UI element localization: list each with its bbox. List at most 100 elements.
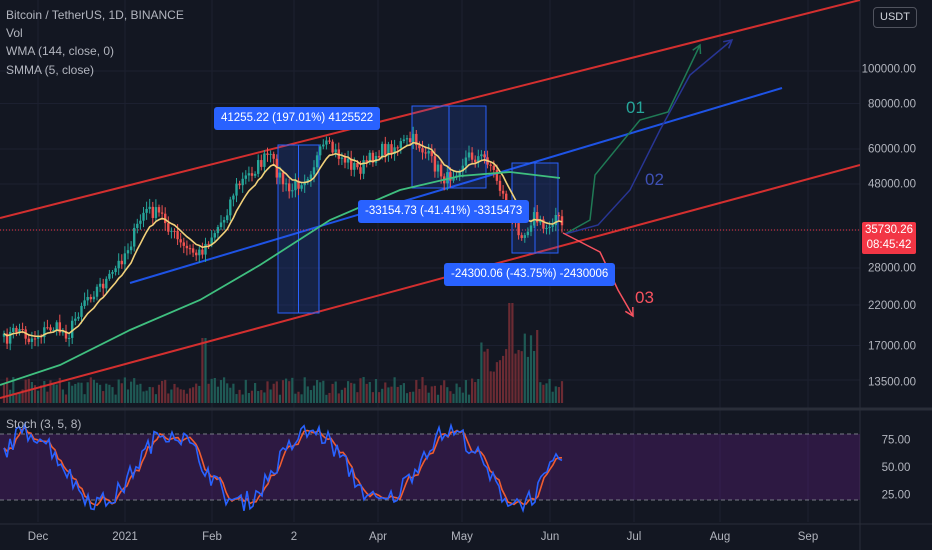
candle-body (151, 206, 154, 218)
volume-bar (33, 385, 37, 403)
smma-legend[interactable]: SMMA (5, close) (6, 63, 95, 77)
volume-bar (269, 389, 272, 403)
volume-bar (433, 385, 436, 403)
volume-bar (545, 383, 548, 403)
volume-bar (399, 385, 402, 403)
symbol-title[interactable]: Bitcoin / TetherUS, 1D, BINANCE (6, 8, 184, 22)
time-tick: Feb (202, 531, 222, 543)
candle-body (263, 153, 266, 167)
volume-bar (272, 383, 275, 403)
volume-bar (198, 385, 201, 403)
volume-bar (64, 394, 68, 403)
volume-bar (2, 384, 6, 403)
candle-body (182, 242, 185, 246)
time-axis[interactable]: Dec 2021 Feb 2 Apr May Jun Jul Aug Sep (28, 531, 818, 543)
volume-bar (99, 384, 102, 403)
candle-body (545, 227, 548, 229)
volume-bar (548, 378, 551, 403)
volume-bar (446, 387, 449, 403)
wave-02-arrow-head (723, 38, 734, 49)
candle-body (539, 219, 542, 223)
candle-body (126, 250, 130, 254)
candle-body (464, 157, 468, 166)
candle-body (439, 164, 443, 177)
candle-body (303, 182, 306, 186)
wma-legend[interactable]: WMA (144, close, 0) (6, 44, 115, 58)
volume-bar (319, 382, 322, 403)
volume-bar (536, 329, 539, 403)
candle-body (489, 164, 492, 166)
volume-bar (288, 381, 291, 403)
volume-legend[interactable]: Vol (6, 26, 23, 40)
candle-body (272, 153, 275, 159)
candle-body (229, 199, 232, 216)
wave-01-arrow (564, 44, 701, 235)
candle-body (142, 212, 145, 221)
volume-bar (86, 382, 89, 403)
candle-body (461, 165, 464, 172)
candle-body (154, 207, 158, 218)
volume-bar (182, 389, 185, 403)
volume-bar (384, 382, 387, 403)
candle-body (12, 327, 15, 332)
candle-body (353, 162, 356, 170)
currency-button[interactable]: USDT (873, 7, 917, 28)
volume-bar (263, 392, 266, 403)
volume-bar (229, 387, 232, 403)
candle-body (43, 327, 46, 338)
volume-bar (415, 379, 418, 403)
candle-body (319, 146, 322, 156)
candle-body (536, 212, 539, 223)
price-axis[interactable]: 100000.0080000.0060000.0048000.0035000.0… (862, 64, 916, 502)
volume-bar (492, 371, 495, 403)
candle-body (390, 144, 393, 155)
volume-bar (68, 381, 71, 403)
candle-body (195, 252, 198, 256)
volume-bar (418, 388, 421, 403)
stoch-legend[interactable]: Stoch (3, 5, 8) (6, 417, 82, 431)
candle-body (46, 327, 49, 329)
volume-bar (102, 391, 105, 403)
volume-bar (192, 387, 195, 403)
volume-bar (95, 382, 99, 403)
measure-boxes (277, 105, 559, 314)
candle-body (396, 147, 399, 149)
volume-bar (151, 387, 154, 403)
volume-bar (312, 385, 316, 403)
measure-label-crash[interactable]: -24300.06 (-43.75%) -2430006 (444, 263, 616, 286)
candle-body (77, 316, 80, 319)
wave-projections (562, 38, 734, 318)
candle-body (294, 180, 297, 191)
candle-body (309, 174, 313, 180)
candle-body (123, 253, 127, 265)
volume-bar (30, 381, 33, 403)
candle-body (269, 153, 272, 155)
candle-body (114, 268, 117, 273)
volume-bar (18, 393, 21, 403)
candle-body (393, 147, 396, 155)
volume-bar (511, 303, 514, 403)
wave-label-03: 03 (635, 288, 654, 307)
volume-bar (80, 382, 83, 403)
measure-label-rise[interactable]: 41255.22 (197.01%) 4125522 (214, 107, 381, 130)
volume-bar (145, 390, 148, 403)
volume-bar (337, 393, 340, 403)
volume-bar (458, 387, 461, 403)
price-tick: 13500.00 (868, 377, 916, 389)
volume-bar (356, 392, 359, 403)
volume-bar (260, 390, 263, 403)
time-tick: Apr (369, 531, 387, 543)
volume-bar (350, 382, 353, 403)
stoch-tick: 75.00 (882, 435, 911, 447)
volume-bar (455, 383, 458, 403)
volume-bar (378, 392, 381, 403)
volume-bar (517, 349, 520, 403)
candle-body (241, 178, 244, 186)
candle-body (346, 158, 350, 163)
price-tick: 100000.00 (862, 64, 916, 76)
volume-bar (461, 392, 464, 403)
measure-label-drop[interactable]: -33154.73 (-41.41%) -3315473 (358, 200, 530, 223)
volume-bar (216, 386, 219, 403)
